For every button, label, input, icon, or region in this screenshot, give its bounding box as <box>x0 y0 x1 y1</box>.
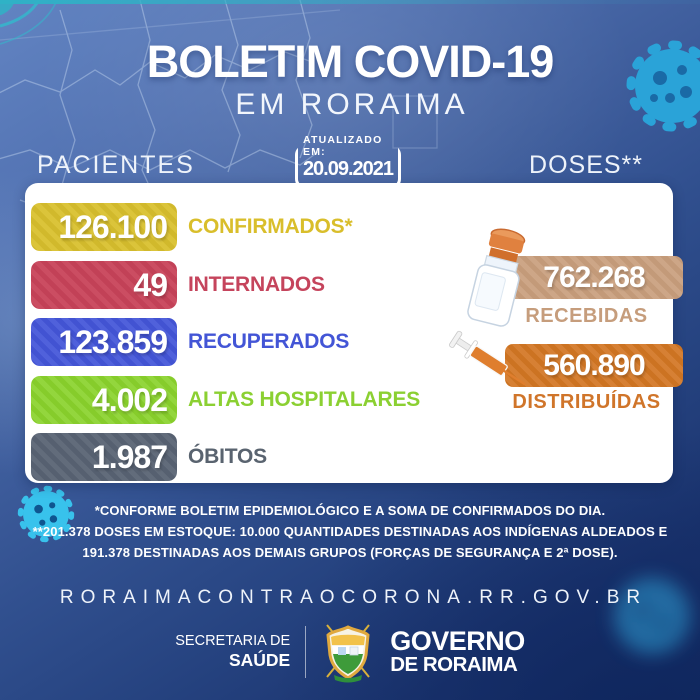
stat-row-recuperados: 123.859 RECUPERADOS <box>31 318 349 366</box>
footnote-line3: 191.378 DESTINADAS AOS DEMAIS GRUPOS (FO… <box>82 545 618 560</box>
internados-label: INTERNADOS <box>188 273 325 296</box>
stat-row-altas: 4.002 ALTAS HOSPITALARES <box>31 376 420 424</box>
vaccine-vial-icon <box>467 228 526 327</box>
roraima-coat-of-arms <box>326 624 370 683</box>
doses-received-label: RECEBIDAS <box>525 305 648 327</box>
doses-column-title: DOSES** <box>529 151 643 179</box>
altas-bar: 4.002 <box>31 376 177 424</box>
updated-date-badge: ATUALIZADO EM: 20.09.2021 <box>295 134 401 189</box>
bulletin-subtitle: EM RORAIMA <box>235 88 469 121</box>
stat-row-obitos: 1.987 ÓBITOS <box>31 433 267 481</box>
footer-divider <box>305 626 307 678</box>
virus-icon-blurred <box>614 578 690 654</box>
footer: SECRETARIA DE SAÚDE GOVERNO DE RORAIMA <box>0 621 700 683</box>
syringe-icon <box>449 330 526 385</box>
stat-row-confirmados: 126.100 CONFIRMADOS* <box>31 203 353 251</box>
obitos-bar: 1.987 <box>31 433 177 481</box>
government-line2: DE RORAIMA <box>390 653 518 677</box>
confirmados-bar: 126.100 <box>31 203 177 251</box>
recuperados-label: RECUPERADOS <box>188 330 350 353</box>
virus-icon <box>17 485 75 543</box>
department-line1: SECRETARIA DE <box>175 632 291 649</box>
altas-label: ALTAS HOSPITALARES <box>188 388 421 411</box>
obitos-value: 1.987 <box>91 438 168 475</box>
department-name: SECRETARIA DE SAÚDE <box>175 633 290 671</box>
bulletin-title: BOLETIM COVID-19 <box>146 36 555 87</box>
virus-icon <box>626 40 700 132</box>
updated-label: ATUALIZADO EM: <box>303 134 383 158</box>
obitos-label: ÓBITOS <box>188 445 267 468</box>
department-line2: SAÚDE <box>228 650 291 671</box>
doses-received-value: 762.268 <box>543 260 645 294</box>
recuperados-value: 123.859 <box>58 323 168 360</box>
confirmados-label: CONFIRMADOS* <box>188 215 353 238</box>
updated-date: 20.09.2021 <box>302 158 394 180</box>
internados-bar: 49 <box>31 261 177 309</box>
altas-value: 4.002 <box>91 381 168 418</box>
internados-value: 49 <box>133 266 168 303</box>
confirmados-value: 126.100 <box>58 208 168 245</box>
stat-row-internados: 49 INTERNADOS <box>31 261 325 309</box>
patients-column-title: PACIENTES <box>37 151 195 179</box>
footnote-line1: *CONFORME BOLETIM EPIDEMIOLÓGICO E A SOM… <box>94 503 606 518</box>
government-name: GOVERNO DE RORAIMA <box>390 628 525 676</box>
footnotes: *CONFORME BOLETIM EPIDEMIOLÓGICO E A SOM… <box>0 500 700 563</box>
doses-received-bar: 762.268 <box>505 256 683 299</box>
teal-top-strip <box>0 0 700 4</box>
government-line1: GOVERNO <box>390 626 525 657</box>
doses-distributed-bar: 560.890 <box>505 344 683 387</box>
website-url[interactable]: RORAIMACONTRAOCORONA.RR.GOV.BR <box>59 587 648 608</box>
recuperados-bar: 123.859 <box>31 318 177 366</box>
doses-distributed-value: 560.890 <box>543 348 645 382</box>
doses-distributed-label: DISTRIBUÍDAS <box>512 391 661 413</box>
footnote-line2: **201.378 DOSES EM ESTOQUE: 10.000 QUANT… <box>32 524 668 539</box>
